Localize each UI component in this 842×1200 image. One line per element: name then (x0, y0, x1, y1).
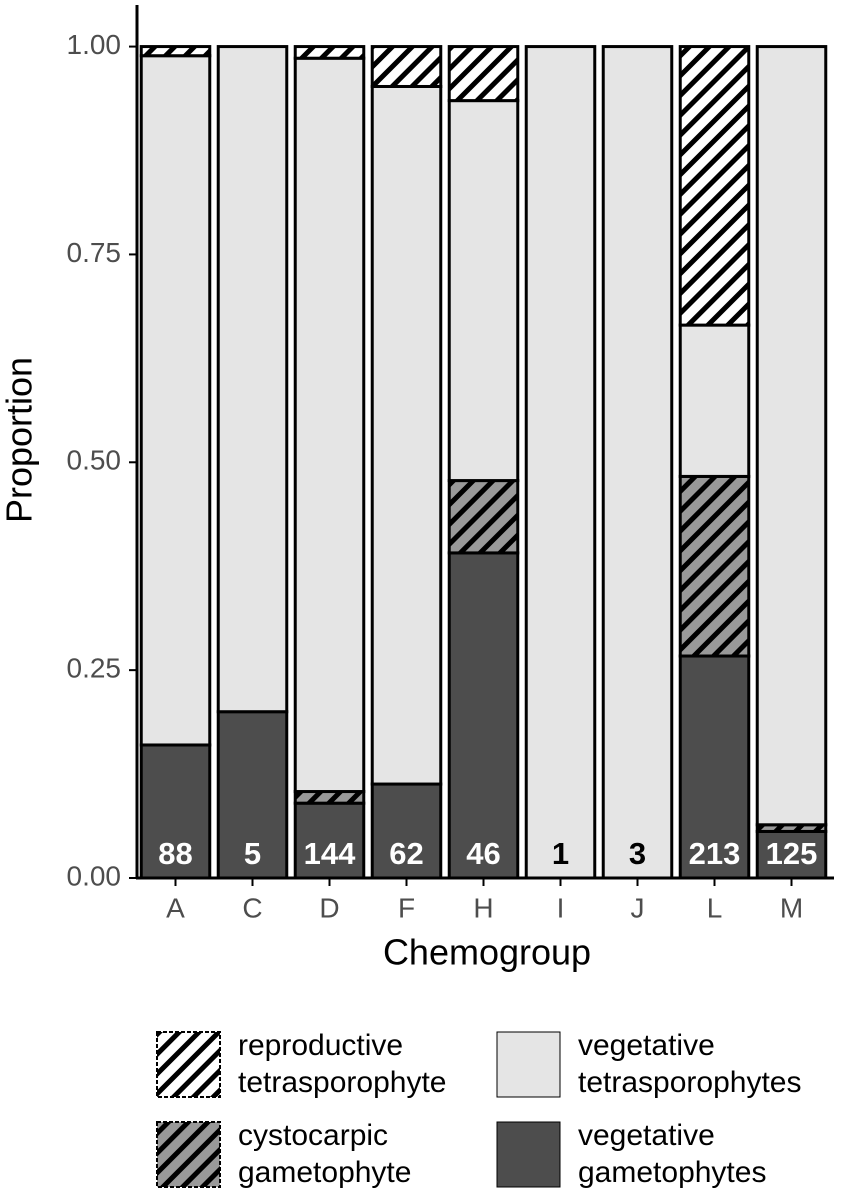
bar-segment (139, 743, 212, 880)
sample-size-label: 1 (552, 836, 569, 871)
x-tick-label: L (707, 892, 723, 923)
y-tick-label: 0.75 (67, 237, 122, 268)
x-axis-title: Chemogroup (383, 932, 591, 973)
bar-segment (601, 45, 674, 880)
sample-size-label: 62 (389, 836, 423, 871)
x-tick-label: M (780, 892, 803, 923)
sample-size-label: 46 (466, 836, 500, 871)
sample-size-label: 144 (304, 836, 356, 871)
bar-segment (678, 323, 751, 478)
legend-label: vegetative tetrasporophytes (578, 1029, 802, 1099)
sample-size-label: 213 (689, 836, 741, 871)
bar-segment (678, 474, 751, 658)
legend-key (496, 1121, 561, 1188)
bar-segment (447, 551, 520, 880)
bar-segment (447, 99, 520, 483)
bar-segment (447, 45, 520, 103)
bar-segment (293, 56, 366, 794)
sample-size-label: 125 (766, 836, 818, 871)
legend-label: vegetative gametophytes (578, 1119, 767, 1189)
bar-segment (755, 45, 828, 827)
bar-segment (216, 45, 289, 714)
x-tick-label: A (166, 892, 185, 923)
x-tick-label: J (631, 892, 645, 923)
bar-segment (370, 84, 443, 786)
bar-segment (447, 479, 520, 555)
legend-key (496, 1031, 561, 1098)
bar-segment (678, 45, 751, 327)
legend-key (156, 1121, 221, 1188)
bar-segment (293, 801, 366, 880)
y-tick-label: 0.50 (67, 445, 122, 476)
bar-segment (293, 45, 366, 60)
bar-segment (524, 45, 597, 880)
bar-segment (216, 710, 289, 880)
x-tick-label: D (319, 892, 339, 923)
sample-size-label: 5 (244, 836, 261, 871)
sample-size-label: 3 (629, 836, 646, 871)
bar-segment (139, 45, 212, 58)
legend-label: cystocarpic gametophyte (238, 1119, 412, 1189)
x-tick-label: I (557, 892, 565, 923)
x-tick-label: C (242, 892, 262, 923)
bar-segment (293, 790, 366, 805)
sample-size-label: 88 (158, 836, 192, 871)
legend-key (156, 1031, 221, 1098)
y-tick-label: 0.00 (67, 860, 122, 891)
y-tick-label: 1.00 (67, 29, 122, 60)
y-axis-title: Proportion (0, 357, 40, 523)
bar-segment (139, 54, 212, 747)
x-tick-label: H (473, 892, 493, 923)
y-tick-label: 0.25 (67, 653, 122, 684)
legend-label: reproductive tetrasporophyte (238, 1029, 447, 1099)
x-tick-label: F (398, 892, 415, 923)
bar-segment (370, 45, 443, 88)
